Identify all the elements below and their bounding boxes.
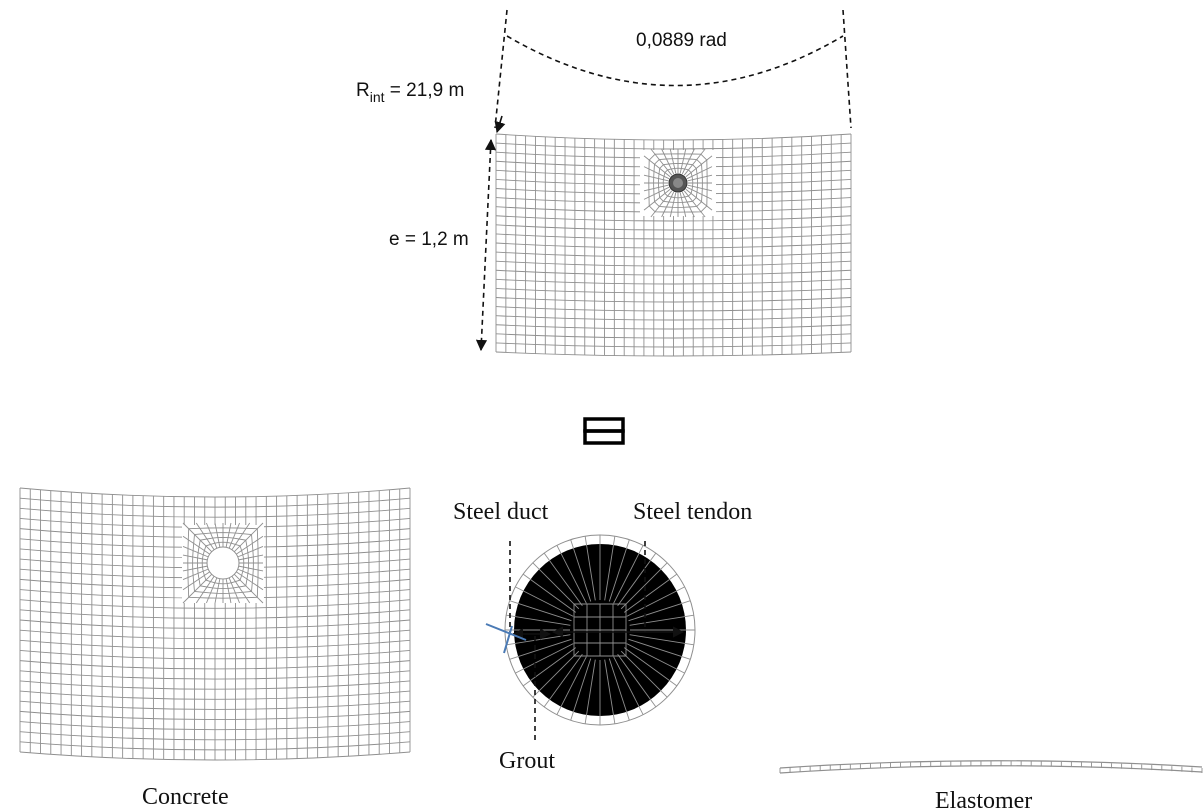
grout-label: Grout	[499, 748, 555, 774]
elastomer-strip	[779, 760, 1203, 774]
segment-mesh-top	[495, 133, 852, 357]
radius-label: Rint = 21,9 m	[356, 80, 464, 105]
thickness-annotation: e = 1,2 m	[389, 138, 497, 352]
duct-annotations: Steel duct Steel tendon Grout	[453, 499, 752, 774]
elastomer-label: Elastomer	[935, 788, 1032, 810]
steel-duct-label: Steel duct	[453, 499, 549, 525]
radius-annotation: Rint = 21,9 m	[356, 80, 506, 134]
duct-detail-top	[640, 148, 716, 218]
duct-cross-section	[504, 534, 696, 726]
concrete-label: Concrete	[142, 784, 229, 810]
thickness-label: e = 1,2 m	[389, 229, 469, 250]
angle-label: 0,0889 rad	[636, 30, 727, 51]
duct-marker-icon	[485, 623, 527, 654]
concrete-mesh	[19, 487, 411, 761]
angle-annotation: 0,0889 rad	[494, 9, 852, 129]
equals-boxes-icon	[583, 417, 625, 445]
steel-tendon-label: Steel tendon	[633, 499, 752, 525]
